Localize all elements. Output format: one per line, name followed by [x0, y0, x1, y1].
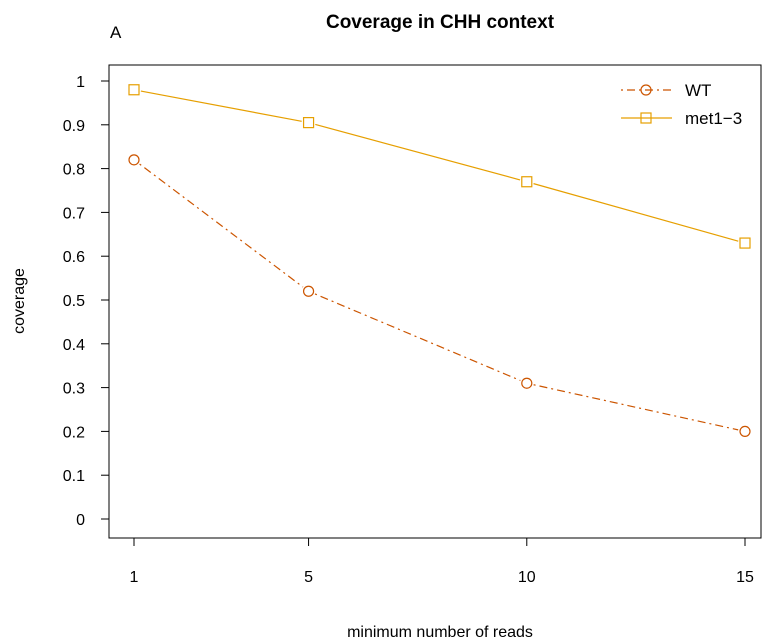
y-axis-label: coverage — [11, 268, 28, 334]
legend-label: WT — [685, 81, 711, 100]
plot-frame — [108, 64, 762, 539]
series-line-segment — [314, 293, 521, 382]
series-line-segment — [140, 90, 302, 122]
data-point — [739, 425, 751, 437]
data-point — [739, 237, 751, 249]
y-tick-label: 0.8 — [63, 162, 85, 179]
x-axis: 1 5 10 15 — [130, 537, 754, 586]
data-point — [521, 176, 533, 188]
legend: WT met1−3 — [621, 81, 742, 128]
x-tick-label: 10 — [518, 569, 536, 586]
legend-marker — [640, 84, 652, 96]
legend-marker — [640, 112, 652, 124]
x-tick-label: 15 — [736, 569, 754, 586]
panel-label: A — [110, 23, 122, 42]
data-point — [302, 117, 315, 129]
y-tick-label: 0.3 — [63, 381, 85, 398]
y-tick-label: 0.5 — [63, 293, 85, 310]
series-line-segment — [533, 183, 739, 242]
series-0 — [128, 154, 751, 437]
data-point — [128, 84, 140, 96]
x-axis-label: minimum number of reads — [347, 624, 533, 641]
y-tick-label: 0.7 — [63, 205, 85, 222]
y-tick-label: 1 — [76, 74, 85, 91]
series-line-segment — [315, 123, 521, 181]
legend-label: met1−3 — [685, 109, 742, 128]
data-point — [302, 285, 315, 297]
series-line-segment — [533, 384, 739, 431]
y-tick-label: 0.1 — [63, 468, 85, 485]
y-tick-label: 0 — [76, 512, 85, 529]
series-layer — [128, 84, 751, 437]
x-tick-label: 1 — [130, 569, 139, 586]
data-point — [128, 154, 140, 166]
data-point — [521, 377, 533, 389]
series-line-segment — [139, 163, 304, 288]
series-1 — [128, 84, 751, 249]
y-tick-label: 0.4 — [63, 337, 85, 354]
y-tick-label: 0.2 — [63, 424, 85, 441]
x-tick-label: 5 — [304, 569, 313, 586]
y-tick-label: 0.6 — [63, 249, 85, 266]
y-axis: 0 0.1 0.2 0.3 0.4 0.5 0.6 0.7 0.8 0.9 1 — [63, 74, 110, 529]
chart-title: Coverage in CHH context — [326, 12, 555, 33]
y-tick-label: 0.9 — [63, 118, 85, 135]
